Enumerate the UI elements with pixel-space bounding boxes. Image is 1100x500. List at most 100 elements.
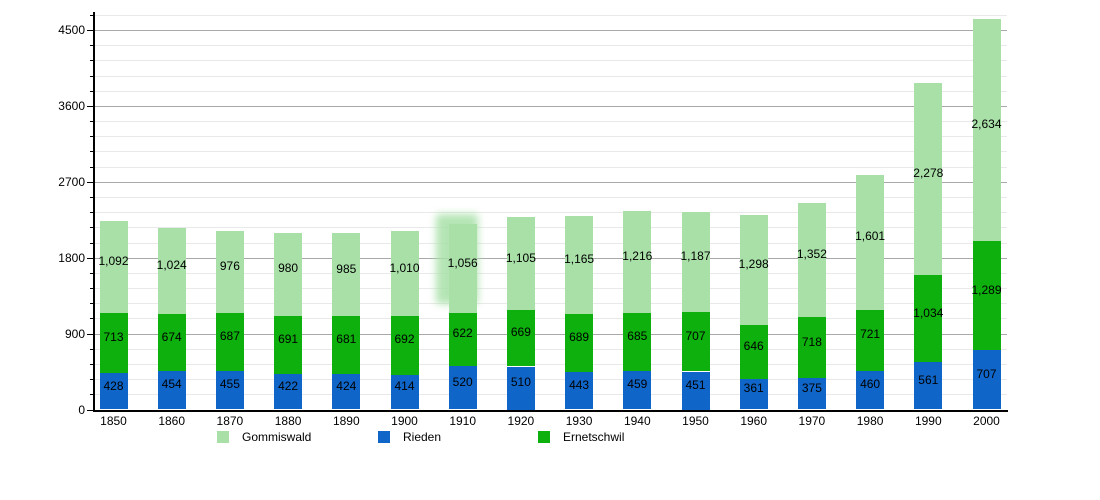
x-tick-label: 1950 [682,414,709,428]
bar-segment-rieden [274,373,303,410]
legend-swatch-icon [217,431,229,443]
minor-gridline [94,394,1007,396]
bar-segment-gommiswald [506,216,535,311]
minor-gridline [94,121,1007,123]
bar-segment-ernetschwil [274,315,303,374]
y-major-tick [87,30,94,31]
bar-segment-ernetschwil [914,275,943,363]
minor-gridline [94,272,1007,274]
bar-segment-ernetschwil [506,310,535,367]
bar-segment-ernetschwil [99,313,128,374]
bar-segment-gommiswald [565,215,594,314]
bar-value-label: 721 [860,327,881,342]
bar-segment-gommiswald [390,231,419,317]
y-minor-tick [90,242,94,244]
y-minor-tick [90,45,94,47]
bar-value-label: 692 [394,332,415,347]
bar-value-label: 1,298 [738,256,769,271]
bar-segment-rieden [448,365,477,410]
major-gridline [94,30,1007,31]
y-tick-label: 3600 [58,98,85,113]
minor-gridline [94,136,1007,138]
bar-segment-gommiswald [215,230,244,314]
y-major-tick [87,181,94,183]
bar-segment-gommiswald [332,233,361,317]
major-gridline [94,257,1007,259]
legend-item-gommiswald: Gommiswald [217,430,311,444]
y-minor-tick [90,303,94,305]
bar-segment-gommiswald [99,221,128,314]
bar-segment-gommiswald [681,211,710,312]
y-major-tick [87,409,94,411]
minor-gridline [94,212,1007,214]
bar-value-label: 1,352 [796,247,827,262]
y-minor-tick [90,272,94,274]
y-minor-tick [90,227,94,229]
bar-value-label: 422 [278,378,299,393]
y-minor-tick [90,136,94,138]
bar-segment-rieden [215,371,244,410]
bar-value-label: 454 [161,377,182,392]
bar-segment-rieden [914,362,943,410]
y-tick-label: 2700 [58,174,85,189]
legend-swatch-icon [538,431,550,443]
bar-value-label: 976 [219,259,240,273]
bar-segment-ernetschwil [623,313,652,371]
bar-value-label: 375 [801,380,822,395]
bar-segment-ernetschwil [332,316,361,374]
bar-value-label: 689 [569,330,590,345]
bar-value-label: 681 [336,332,357,346]
legend-label: Gommiswald [242,430,312,444]
bar-value-label: 1,601 [855,229,886,244]
bar-value-label: 674 [161,329,182,344]
bar-segment-rieden [972,349,1001,410]
y-minor-tick [90,348,94,350]
x-tick-label: 1990 [914,414,942,428]
minor-gridline [94,14,1007,16]
bar-value-label: 1,092 [98,254,129,269]
x-tick-label: 1940 [623,414,651,428]
x-tick-label: 1890 [332,414,360,428]
bar-segment-ernetschwil [448,313,477,366]
bar-segment-ernetschwil [565,314,594,373]
bar-value-label: 1,289 [971,282,1002,297]
x-tick-label: 1970 [798,414,826,428]
y-major-tick [87,257,94,259]
bar-segment-ernetschwil [215,313,244,372]
minor-gridline [94,288,1007,290]
minor-gridline [94,166,1007,168]
bar-segment-gommiswald [623,210,652,313]
y-tick-label: 0 [78,402,85,417]
bar-value-label: 707 [976,366,997,381]
bar-value-label: 459 [627,377,648,392]
bar-segment-ernetschwil [972,241,1001,350]
bar-value-label: 443 [569,377,590,392]
x-tick-label: 1980 [856,414,884,428]
y-minor-tick [90,14,94,16]
y-major-tick [87,105,94,107]
y-minor-tick [90,364,94,365]
bar-value-label: 622 [452,326,473,341]
x-tick-label: 1910 [449,414,477,428]
bar-segment-ernetschwil [681,311,710,372]
y-minor-tick [90,60,94,62]
y-minor-tick [90,394,94,396]
x-tick-label: 1960 [740,414,768,428]
major-gridline [94,333,1007,335]
legend-swatch-icon [378,431,390,443]
bar-value-label: 691 [278,331,299,346]
legend-label: Ernetschwil [563,430,625,444]
bar-value-label: 414 [394,379,415,393]
minor-gridline [94,60,1007,62]
bar-value-label: 451 [685,377,706,392]
y-minor-tick [90,197,94,198]
bar-value-label: 424 [336,378,357,393]
bar-segment-rieden [681,371,710,410]
x-tick-label: 1930 [565,414,593,428]
bar-value-label: 510 [510,375,531,389]
bar-value-label: 707 [685,328,706,343]
y-axis-line [93,12,95,412]
bar-value-label: 1,187 [680,248,711,263]
major-gridline [94,105,1007,107]
bar-value-label: 1,165 [564,251,595,266]
